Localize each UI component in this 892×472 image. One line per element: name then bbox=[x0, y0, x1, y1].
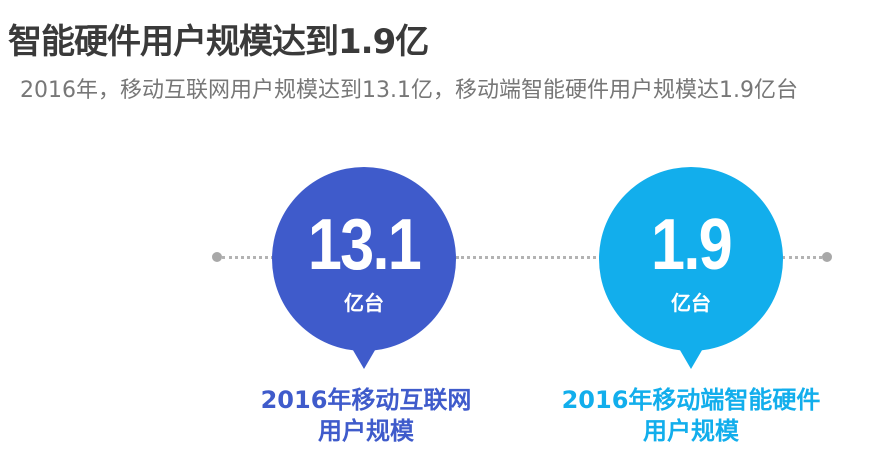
caption-line: 用户规模 bbox=[318, 417, 414, 445]
stat-value: 1.9 bbox=[651, 205, 733, 285]
caption-line: 2016年移动端智能硬件 bbox=[561, 386, 821, 414]
connector-line-right bbox=[782, 256, 822, 259]
page-subtitle: 2016年，移动互联网用户规模达到13.1亿，移动端智能硬件用户规模达1.9亿台 bbox=[20, 78, 798, 103]
page-title: 智能硬件用户规模达到1.9亿 bbox=[8, 22, 429, 62]
stat-caption-mobile-internet: 2016年移动互联网 用户规模 bbox=[216, 385, 516, 447]
connector-line-left bbox=[222, 256, 280, 259]
stat-value: 13.1 bbox=[307, 205, 422, 285]
stat-bubble-mobile-internet: 13.1 亿台 bbox=[272, 167, 456, 369]
stat-bubble-smart-hardware: 1.9 亿台 bbox=[599, 167, 783, 369]
connector-line-middle bbox=[456, 256, 602, 259]
right-endpoint-dot bbox=[822, 252, 832, 262]
stat-unit: 亿台 bbox=[344, 291, 384, 315]
caption-line: 2016年移动互联网 bbox=[260, 386, 472, 414]
stat-unit: 亿台 bbox=[671, 291, 711, 315]
left-endpoint-dot bbox=[212, 252, 222, 262]
stat-caption-smart-hardware: 2016年移动端智能硬件 用户规模 bbox=[541, 385, 841, 447]
caption-line: 用户规模 bbox=[643, 417, 739, 445]
